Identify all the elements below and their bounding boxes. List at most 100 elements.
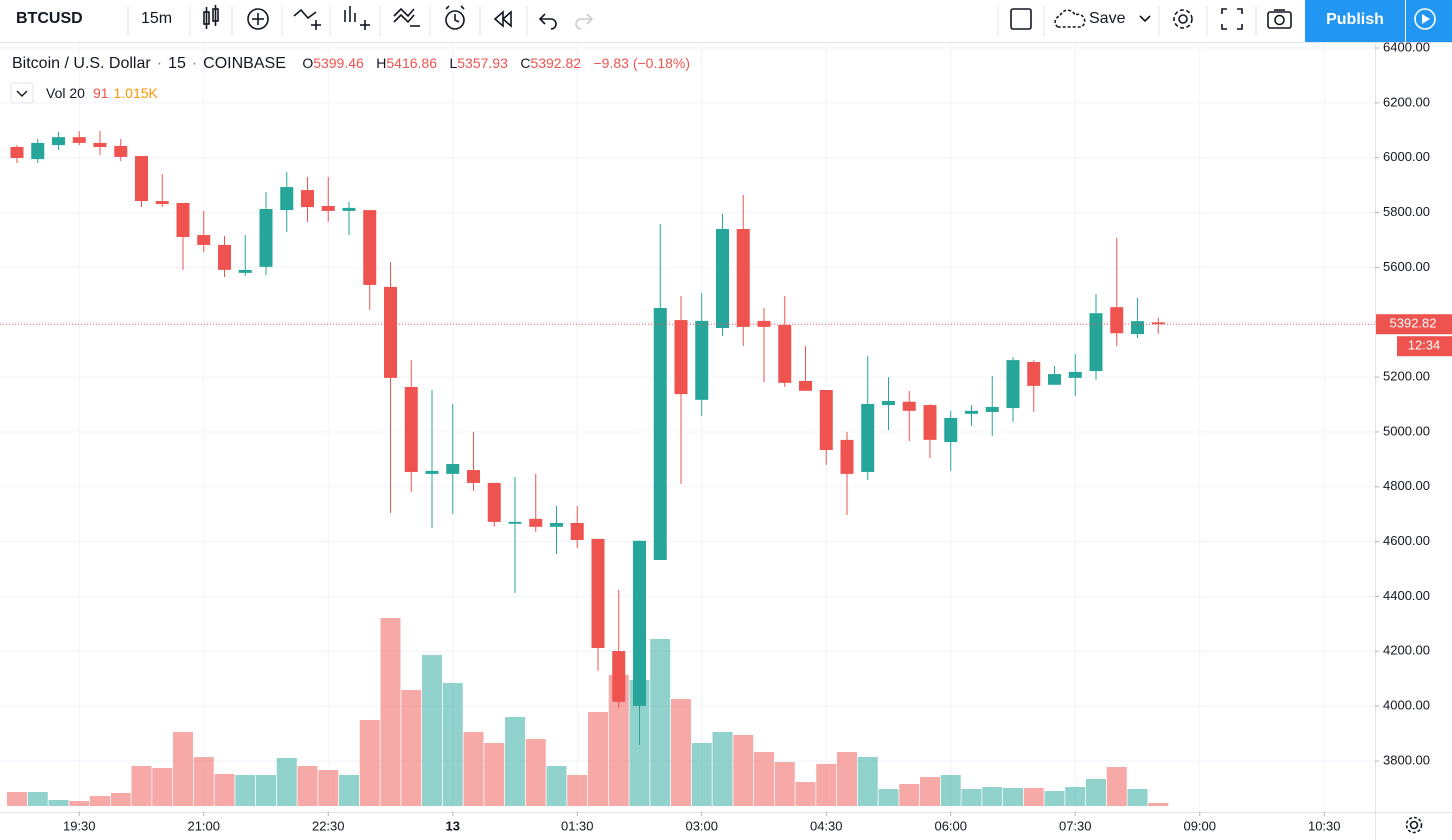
y-tick-label: 6200.00 [1383, 94, 1430, 109]
cloud-icon [1054, 9, 1086, 28]
candle-body [757, 320, 771, 327]
fullscreen-button[interactable] [1221, 8, 1243, 30]
x-tick-label: 03:00 [685, 818, 718, 833]
volume-bar [401, 690, 422, 806]
volume-bar [816, 764, 837, 806]
publish-label[interactable]: Publish [1326, 11, 1384, 28]
save-button[interactable]: Save [1089, 10, 1126, 27]
volume-bar [173, 732, 193, 806]
candle-body [965, 410, 978, 414]
volume-bar [505, 717, 525, 806]
y-tick-label: 6000.00 [1383, 149, 1430, 164]
volume-bar [1003, 788, 1023, 806]
indicators-button[interactable] [293, 8, 321, 30]
candle-body [819, 389, 833, 451]
replay-button[interactable] [493, 10, 512, 28]
volume-bar [940, 775, 961, 806]
y-tick-label: 4600.00 [1383, 533, 1430, 548]
volume-bar [380, 618, 401, 806]
candle-body [1089, 313, 1103, 372]
volume-bar [671, 699, 691, 806]
publish-button[interactable] [1305, 0, 1405, 42]
redo-button[interactable] [575, 13, 594, 30]
x-tick-label: 19:30 [63, 818, 96, 833]
x-tick-label: 04:30 [810, 818, 843, 833]
candle-body [342, 207, 356, 211]
volume-bar [754, 752, 774, 806]
legend-c: C [520, 55, 530, 71]
volume-bar [588, 712, 608, 806]
volume-bar [69, 801, 90, 806]
candle-body [487, 482, 501, 522]
volume-bar [525, 739, 546, 806]
financials-button[interactable] [344, 6, 370, 30]
interval-button[interactable]: 15m [141, 10, 172, 27]
candle-body [1027, 362, 1041, 386]
settings-button[interactable] [1173, 9, 1193, 29]
legend-interval: 15 [168, 55, 186, 72]
compare-button[interactable] [247, 8, 269, 30]
legend-exchange: COINBASE [203, 55, 286, 72]
legend-l: L [449, 55, 457, 71]
y-tick-label: 4000.00 [1383, 698, 1430, 713]
volume-bar [774, 762, 795, 806]
y-tick-label: 6400.00 [1383, 39, 1430, 54]
candle-body [736, 229, 750, 327]
candle-body [778, 324, 792, 383]
legend-collapse[interactable] [10, 82, 34, 104]
volume-bar [920, 777, 940, 806]
volume-bar [276, 758, 297, 806]
x-tick-label: 06:00 [934, 818, 967, 833]
candle-body [238, 269, 252, 273]
volume-bar [27, 792, 48, 806]
volume-bar [297, 766, 318, 806]
price-axis: 3800.00 4000.00 4200.00 4400.00 4600.00 4800.… [63, 39, 1452, 833]
candle-body [72, 137, 86, 143]
volume-bar [1127, 789, 1148, 806]
volume-bar [1023, 788, 1044, 806]
volume-bar [442, 683, 463, 806]
alert-button[interactable] [445, 5, 465, 30]
volume-bar [567, 775, 588, 806]
volume-bar [691, 743, 712, 806]
legend-o: O [302, 55, 313, 71]
chart-style-button[interactable] [203, 5, 219, 29]
layout-button[interactable] [1010, 8, 1032, 30]
candle-body [10, 147, 24, 158]
candle-body [93, 142, 107, 148]
candle-body [321, 205, 335, 211]
candle-body [301, 190, 314, 208]
volume-bar [110, 793, 131, 806]
chevron [16, 90, 28, 97]
toolbar [0, 0, 1452, 42]
undo-button[interactable] [538, 13, 557, 30]
volume-bar [48, 800, 69, 806]
countdown-tag [1397, 336, 1452, 357]
last-price-tag [1376, 314, 1452, 335]
volume-bar [899, 784, 920, 806]
save-menu[interactable] [1139, 15, 1151, 23]
candle-body [280, 187, 294, 211]
y-tick-label: 3800.00 [1383, 752, 1430, 767]
candle-body [529, 518, 543, 527]
candle-body [197, 235, 211, 245]
volume-bar [546, 766, 567, 806]
ideas-button[interactable] [1406, 0, 1452, 42]
symbol[interactable]: BTCUSD [16, 10, 83, 27]
axis-settings-button[interactable] [1405, 816, 1423, 834]
candle-body [633, 540, 646, 706]
candle-body [985, 406, 999, 412]
templates-button[interactable] [393, 7, 420, 27]
candle-body [861, 403, 875, 472]
candle-body [155, 201, 169, 205]
volume-bar [878, 789, 899, 806]
x-tick-label: 21:00 [187, 818, 220, 833]
x-tick-label: 22:30 [312, 818, 345, 833]
candle-body [52, 137, 65, 146]
volume-bar [961, 789, 982, 806]
candle-body [716, 229, 729, 329]
candle-body [259, 208, 273, 267]
snapshot-button[interactable] [1267, 9, 1292, 29]
